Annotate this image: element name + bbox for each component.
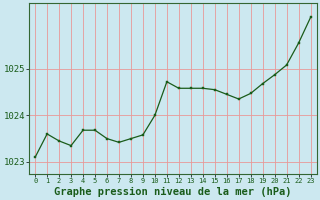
- X-axis label: Graphe pression niveau de la mer (hPa): Graphe pression niveau de la mer (hPa): [54, 186, 292, 197]
